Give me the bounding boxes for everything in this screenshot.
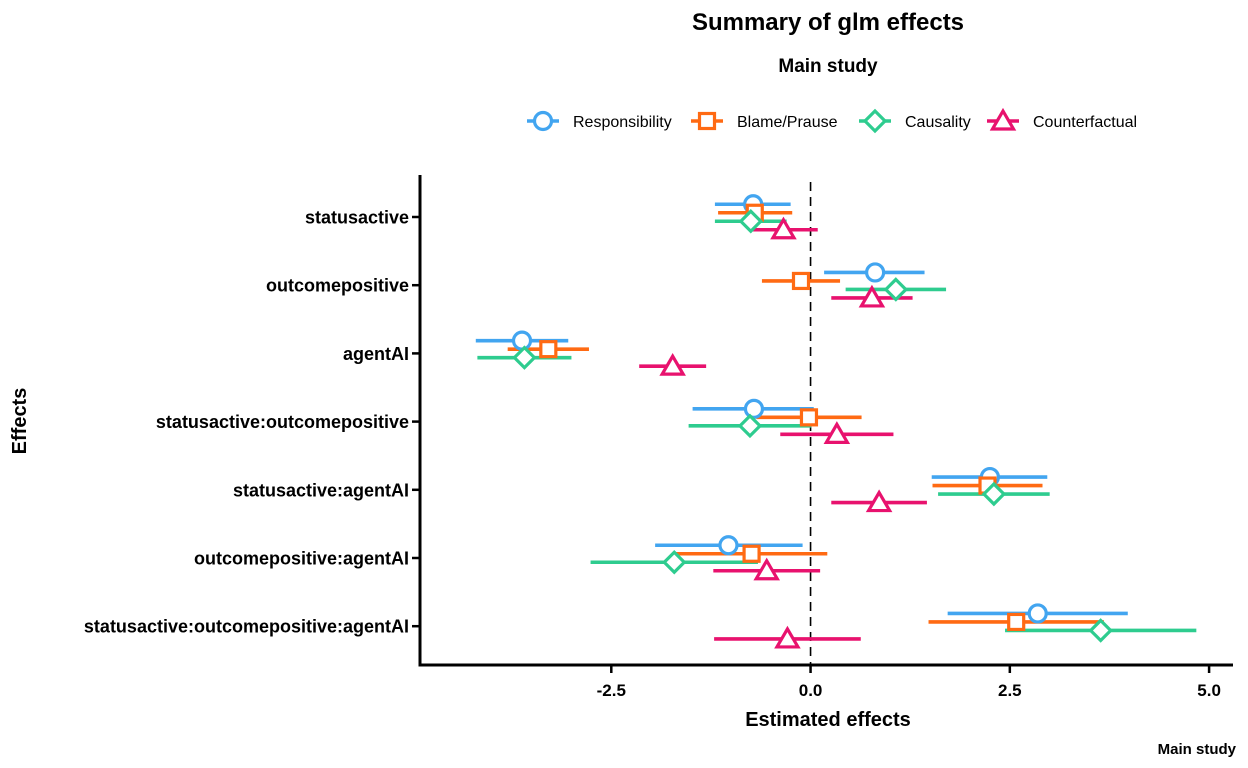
legend-item: Causality [859, 108, 971, 134]
x-axis-label: Estimated effects [745, 709, 911, 731]
point-circle [1027, 603, 1048, 624]
y-tick-label: statusactive:outcomepositive:agentAI [84, 617, 409, 637]
legend-item: Counterfactual [987, 107, 1137, 131]
point-square [539, 340, 558, 359]
y-tick-label: statusactive [305, 208, 409, 228]
x-axis-ticks: -2.5 0.0 2.5 5.0 [597, 665, 1221, 700]
point-circle [865, 262, 886, 283]
point-triangle [865, 489, 893, 513]
legend-key-square [697, 111, 717, 131]
point-diamond [883, 277, 909, 302]
point-triangle [823, 421, 851, 444]
x-tick-label: -2.5 [597, 681, 626, 700]
y-tick-label: statusactive:outcomepositive [156, 412, 409, 432]
point-square [791, 271, 811, 291]
point-triangle [774, 625, 801, 649]
legend-key-diamond [862, 108, 888, 134]
point-triangle [753, 557, 781, 581]
legend: Responsibility Blame/Prause Causality Count… [527, 107, 1137, 134]
point-diamond [738, 208, 764, 234]
plot-area [475, 182, 1197, 665]
legend-item: Responsibility [527, 110, 672, 132]
x-tick-label: 0.0 [799, 681, 823, 700]
point-square [1007, 612, 1026, 632]
point-triangle [659, 352, 686, 376]
point-diamond [981, 481, 1007, 507]
point-triangle [770, 216, 797, 240]
point-circle [743, 398, 765, 419]
y-tick-label: outcomepositive [266, 276, 409, 296]
point-diamond [512, 345, 537, 370]
point-diamond [1088, 618, 1113, 643]
point-circle [718, 535, 739, 556]
chart-title: Summary of glm effects [692, 9, 964, 36]
point-square [742, 544, 761, 563]
legend-label: Responsibility [573, 114, 672, 131]
legend-label: Causality [905, 114, 971, 131]
chart-subtitle: Main study [778, 56, 878, 77]
point-diamond [737, 413, 763, 439]
y-axis-label: Effects [9, 388, 31, 455]
point-diamond [661, 549, 687, 575]
legend-key-triangle [989, 107, 1017, 131]
y-tick-label: agentAI [343, 344, 409, 364]
point-circle [511, 330, 533, 351]
point-markers [511, 194, 1113, 649]
y-tick-label: outcomepositive:agentAI [194, 549, 409, 569]
x-tick-label: 5.0 [1197, 681, 1221, 700]
legend-key-circle [532, 110, 554, 132]
y-axis-ticks: statusactive outcomepositive agentAI status… [84, 208, 420, 637]
error-bars [475, 202, 1197, 641]
point-square [799, 408, 819, 427]
chart-caption: Main study [1158, 741, 1237, 758]
legend-label: Counterfactual [1033, 114, 1137, 131]
axes: statusactive outcomepositive agentAI status… [84, 175, 1233, 700]
legend-item: Blame/Prause [691, 111, 838, 131]
y-tick-label: statusactive:agentAI [233, 480, 409, 500]
legend-label: Blame/Prause [737, 114, 838, 131]
x-tick-label: 2.5 [998, 681, 1022, 700]
point-triangle [858, 284, 886, 308]
